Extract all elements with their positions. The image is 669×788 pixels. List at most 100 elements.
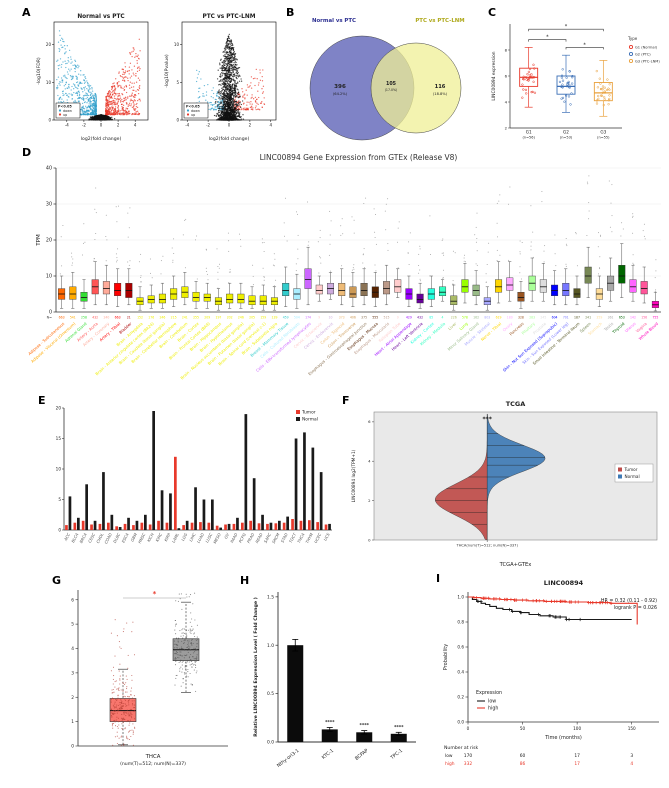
svg-text:log2(fold change): log2(fold change): [209, 136, 250, 142]
venn-diagram: Normal vs PTC PTC vs PTC-LNM 396 (64.2%) 105…: [309, 18, 465, 141]
svg-text:432: 432: [92, 316, 98, 320]
svg-text:504: 504: [294, 316, 300, 320]
svg-text:4: 4: [270, 123, 273, 128]
svg-text:396: 396: [334, 84, 346, 90]
svg-text:174: 174: [305, 316, 311, 320]
svg-text:246: 246: [238, 316, 244, 320]
svg-text:258: 258: [81, 316, 87, 320]
panel-a: A Normal vs PTC -4 -2 0 2 4 0 10 20 log2(fold cha…: [22, 6, 284, 146]
svg-text:176: 176: [148, 316, 154, 320]
svg-text:(n=53): (n=53): [560, 136, 573, 140]
panel-h: H 0.0 0.5 1.0 1.5 Relative LINC00894 Express…: [240, 574, 432, 786]
svg-text:205: 205: [249, 316, 255, 320]
svg-text:209: 209: [204, 316, 210, 320]
svg-text:246: 246: [159, 316, 165, 320]
svg-text:Type: Type: [627, 36, 638, 41]
svg-text:2: 2: [249, 123, 252, 128]
svg-text:541: 541: [70, 316, 76, 320]
svg-text:(n=56): (n=56): [522, 136, 535, 140]
svg-text:0: 0: [48, 118, 51, 123]
svg-text:-2: -2: [82, 123, 86, 128]
svg-text:255: 255: [193, 316, 199, 320]
volcano-plot-ptc-vs-ptc-lnm: PTC vs PTC-LNM -4 -2 0 2 4 0 5 10 log2(fold chang…: [164, 14, 277, 142]
svg-text:Normal vs PTC: Normal vs PTC: [312, 18, 356, 24]
gtex-tissue-boxplot: LINC00894 Gene Expression from GTEx (Rel…: [27, 153, 661, 380]
svg-text:G2 (PTC): G2 (PTC): [635, 53, 651, 57]
panel-c-label: C: [488, 6, 497, 19]
svg-text:2: 2: [117, 123, 120, 128]
svg-text:up: up: [191, 113, 195, 117]
panel-g-label: G: [52, 574, 62, 587]
svg-text:0: 0: [100, 123, 103, 128]
svg-text:down: down: [191, 109, 200, 113]
svg-text:down: down: [63, 109, 72, 113]
svg-text:*: *: [546, 35, 549, 41]
svg-text:20: 20: [46, 42, 52, 47]
svg-text:up: up: [63, 113, 67, 117]
svg-text:215: 215: [171, 316, 177, 320]
svg-text:2: 2: [505, 125, 508, 130]
svg-text:-4: -4: [185, 123, 189, 128]
expression-boxplot-groups: 2 4 6 8 LINC00894 expression G1(n=56) G2(n=53)…: [491, 24, 660, 140]
svg-text:PTC vs PTC-LNM: PTC vs PTC-LNM: [202, 14, 255, 20]
svg-text:0: 0: [176, 118, 179, 123]
svg-text:-4: -4: [65, 123, 69, 128]
svg-text:5: 5: [176, 80, 179, 85]
svg-text:240: 240: [103, 316, 109, 320]
svg-text:log2(fold change): log2(fold change): [81, 136, 122, 142]
svg-text:21: 21: [127, 316, 131, 320]
svg-text:10: 10: [46, 80, 52, 85]
svg-text:LINC00894 expression: LINC00894 expression: [491, 51, 497, 100]
panel-d-label: D: [22, 146, 32, 159]
svg-text:-log10(Pvalue): -log10(Pvalue): [164, 54, 170, 88]
svg-text:8: 8: [505, 47, 508, 52]
svg-text:(18.8%): (18.8%): [433, 92, 448, 96]
panel-c: C 2 4 6 8 LINC00894 expression G1 (n=56) G2 (n=5…: [488, 6, 668, 151]
svg-text:LINC00894 Gene Expression from: LINC00894 Gene Expression from GTEx (Rel…: [260, 153, 458, 162]
svg-text:G3: G3: [600, 130, 606, 135]
svg-text:Adipose - Visceral (Omentum): Adipose - Visceral (Omentum): [30, 321, 77, 364]
svg-text:-2: -2: [206, 123, 210, 128]
panel-b-label: B: [286, 6, 295, 19]
svg-text:197: 197: [216, 316, 222, 320]
svg-text:G1: G1: [526, 130, 532, 135]
svg-text:116: 116: [435, 84, 446, 90]
svg-text:*: *: [583, 42, 586, 48]
svg-text:G1 (Normal): G1 (Normal): [635, 46, 658, 50]
panel-g: G 0 1 2 3 4 5 6 * THCA (num(T)=512; num(N)=337): [52, 574, 242, 786]
svg-text:4: 4: [505, 99, 508, 104]
panel-f-label: F: [342, 394, 350, 407]
svg-text:(n=55): (n=55): [597, 136, 610, 140]
svg-text:6: 6: [505, 73, 508, 78]
svg-text:Normal vs PTC: Normal vs PTC: [77, 14, 124, 20]
panel-i: I LINC00894 0.0 0.2 0.4 0.6 0.8 1.0 0 50 100 150 Pr…: [436, 572, 668, 788]
panel-b: B Normal vs PTC PTC vs PTC-LNM 396 (64.2%) 1…: [286, 6, 486, 151]
svg-text:G3 (PTC-LNM): G3 (PTC-LNM): [635, 60, 660, 64]
svg-text:G2: G2: [563, 130, 569, 135]
panel-f: F TCGA LINC00894 log2(TPM+1) 0 2 4 6 *** Tumor N…: [342, 394, 668, 576]
svg-text:PTC vs PTC-LNM: PTC vs PTC-LNM: [415, 18, 464, 24]
volcano-plot-normal-vs-ptc: Normal vs PTC -4 -2 0 2 4 0 10 20 log2(fold chang…: [36, 14, 149, 142]
svg-text:159: 159: [260, 316, 266, 320]
svg-text:241: 241: [182, 316, 188, 320]
svg-text:663: 663: [115, 316, 121, 320]
panel-i-label: I: [436, 572, 441, 585]
svg-text:(17.0%): (17.0%): [385, 88, 398, 92]
panel-e-label: E: [38, 394, 46, 407]
svg-text:152: 152: [137, 316, 143, 320]
svg-text:663: 663: [59, 316, 65, 320]
panel-d: D LINC00894 Gene Expression from GTEx (R…: [22, 146, 667, 394]
svg-text:459: 459: [283, 316, 289, 320]
svg-text:(64.2%): (64.2%): [333, 92, 348, 96]
svg-text:139: 139: [272, 316, 278, 320]
svg-text:P<0.05: P<0.05: [186, 105, 200, 109]
svg-text:0: 0: [228, 123, 231, 128]
svg-text:*: *: [565, 24, 568, 30]
panel-e: E 0 5 10 15 20 ACC BLCA BRCA CESC CHOL COAD DLBC ESC…: [38, 394, 338, 578]
